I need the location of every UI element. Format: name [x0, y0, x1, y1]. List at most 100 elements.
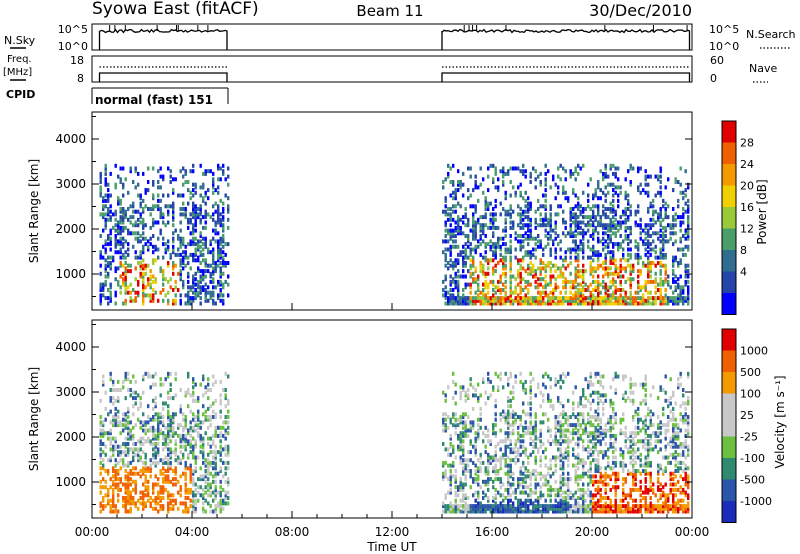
heatmap-cell — [464, 428, 467, 433]
heatmap-cell — [519, 217, 522, 222]
heatmap-cell — [627, 215, 630, 220]
heatmap-cell — [519, 423, 522, 428]
heatmap-cell — [107, 255, 110, 260]
heatmap-cell — [147, 436, 150, 441]
heatmap-cell — [624, 298, 627, 303]
heatmap-cell — [112, 496, 115, 500]
heatmap-cell — [447, 504, 450, 509]
heatmap-cell — [542, 509, 545, 514]
heatmap-cell — [657, 217, 660, 222]
heatmap-cell — [452, 266, 455, 271]
heatmap-cell — [154, 258, 157, 263]
heatmap-cell — [137, 171, 140, 176]
heatmap-cell — [164, 425, 167, 430]
heatmap-cell — [164, 477, 167, 482]
heatmap-cell — [194, 466, 197, 471]
heatmap-cell — [174, 442, 177, 446]
heatmap-cell — [132, 436, 135, 441]
heatmap-cell — [167, 412, 170, 417]
heatmap-cell — [609, 166, 612, 171]
heatmap-cell — [554, 436, 557, 441]
heatmap-cell — [479, 223, 482, 228]
heatmap-cell — [549, 428, 552, 433]
heatmap-cell — [619, 242, 622, 247]
heatmap-cell — [584, 301, 587, 306]
heatmap-cell — [472, 223, 475, 228]
heatmap-cell — [519, 498, 522, 503]
heatmap-cell — [474, 209, 477, 214]
heatmap-cell — [134, 471, 137, 476]
heatmap-cell — [212, 415, 215, 419]
colorbar-tick-label: 16 — [740, 201, 754, 214]
heatmap-cell — [614, 212, 617, 217]
heatmap-cell — [127, 190, 130, 195]
heatmap-cell — [219, 282, 222, 287]
heatmap-cell — [132, 204, 135, 209]
heatmap-cell — [202, 420, 205, 425]
heatmap-cell — [202, 460, 205, 465]
heatmap-cell — [114, 417, 117, 422]
heatmap-cell — [499, 501, 502, 506]
heatmap-cell — [457, 217, 460, 222]
heatmap-cell — [467, 301, 470, 306]
heatmap-cell — [467, 504, 470, 509]
heatmap-cell — [159, 412, 162, 417]
heatmap-cell — [529, 425, 532, 430]
heatmap-cell — [612, 231, 615, 236]
heatmap-cell — [209, 485, 212, 490]
heatmap-cell — [464, 482, 467, 487]
heatmap-cell — [182, 412, 185, 417]
heatmap-cell — [149, 242, 152, 247]
heatmap-cell — [184, 447, 187, 452]
heatmap-cell — [629, 285, 632, 290]
heatmap-cell — [149, 496, 152, 500]
heatmap-cell — [564, 447, 567, 452]
heatmap-cell — [602, 242, 605, 247]
heatmap-cell — [494, 506, 497, 511]
heatmap-cell — [442, 250, 445, 255]
heatmap-cell — [562, 271, 565, 276]
heatmap-cell — [122, 217, 125, 222]
heatmap-cell — [164, 469, 167, 473]
heatmap-cell — [114, 223, 117, 228]
heatmap-cell — [614, 301, 617, 306]
heatmap-cell — [199, 420, 202, 425]
heatmap-cell — [624, 217, 627, 222]
heatmap-cell — [572, 293, 575, 298]
heatmap-cell — [539, 428, 542, 433]
heatmap-cell — [227, 374, 230, 379]
heatmap-cell — [502, 385, 505, 390]
heatmap-cell — [122, 263, 125, 268]
heatmap-cell — [212, 171, 215, 176]
heatmap-cell — [597, 236, 600, 241]
heatmap-cell — [667, 279, 670, 284]
heatmap-cell — [562, 504, 565, 509]
heatmap-cell — [192, 255, 195, 260]
heatmap-cell — [512, 471, 515, 476]
heatmap-cell — [557, 509, 560, 514]
heatmap-cell — [127, 452, 130, 457]
heatmap-cell — [447, 171, 450, 176]
heatmap-cell — [489, 225, 492, 230]
heatmap-cell — [139, 234, 142, 238]
heatmap-cell — [614, 271, 617, 276]
heatmap-cell — [137, 447, 140, 452]
heatmap-cell — [134, 396, 137, 401]
heatmap-cell — [449, 490, 452, 495]
heatmap-cell — [467, 496, 470, 500]
heatmap-cell — [452, 506, 455, 511]
heatmap-cell — [569, 207, 572, 211]
heatmap-cell — [227, 490, 230, 495]
heatmap-cell — [559, 428, 562, 433]
heatmap-cell — [607, 234, 610, 238]
heatmap-cell — [552, 242, 555, 247]
heatmap-cell — [644, 252, 647, 257]
heatmap-cell — [574, 220, 577, 225]
heatmap-cell — [574, 423, 577, 428]
heatmap-cell — [99, 193, 102, 198]
heatmap-cell — [497, 298, 500, 303]
heatmap-cell — [507, 490, 510, 495]
heatmap-cell — [669, 236, 672, 241]
heatmap-cell — [199, 433, 202, 438]
heatmap-cell — [104, 242, 107, 247]
